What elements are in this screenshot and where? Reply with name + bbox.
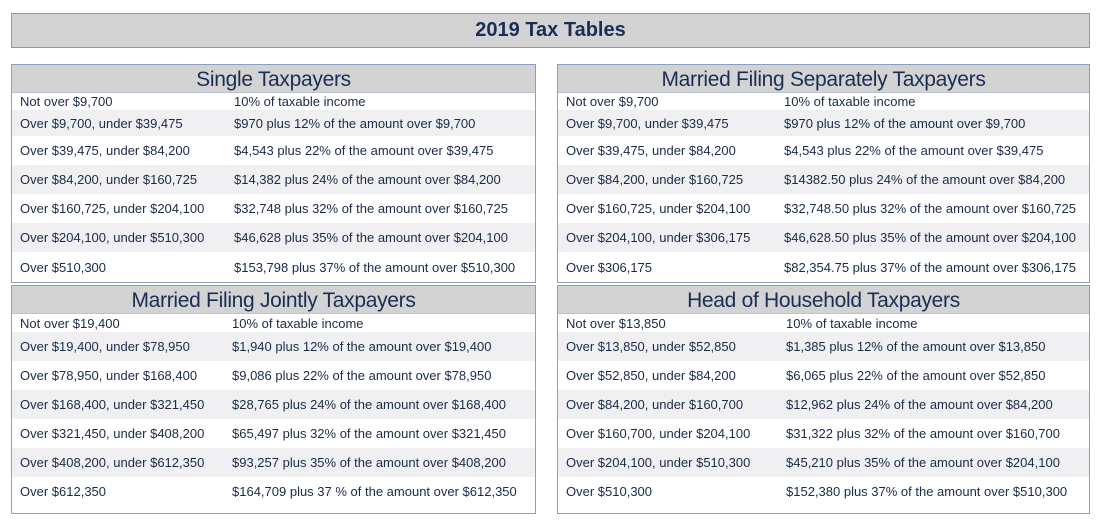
table-row: Over $39,475, under $84,200 $4,543 plus 2…	[12, 136, 535, 165]
income-bracket-cell: Not over $9,700	[20, 94, 113, 109]
tax-amount-cell: 10% of taxable income	[232, 315, 364, 331]
table-row: Over $306,175 $82,354.75 plus 37% of the …	[558, 252, 1089, 282]
table-heading: Single Taxpayers	[12, 65, 535, 93]
tax-amount-cell: $164,709 plus 37 % of the amount over $6…	[232, 484, 517, 499]
table-row: Over $160,725, under $204,100 $32,748.50 …	[558, 194, 1089, 223]
income-bracket-cell: Over $510,300	[566, 484, 653, 499]
table-row: Over $510,300 $152,380 plus 37% of the am…	[558, 477, 1089, 506]
tax-amount-cell: $32,748.50 plus 32% of the amount over $…	[784, 201, 1076, 216]
tax-amount-cell: $970 plus 12% of the amount over $9,700	[784, 115, 1026, 131]
tax-amount-cell: $14382.50 plus 24% of the amount over $8…	[784, 172, 1066, 187]
income-bracket-cell: Over $84,200, under $160,725	[566, 172, 744, 187]
income-bracket-cell: Over $204,100, under $306,175	[566, 230, 751, 245]
income-bracket-cell: Over $510,300	[20, 259, 107, 275]
table-row: Not over $9,700 10% of taxable income	[558, 93, 1089, 110]
tax-amount-cell: $1,940 plus 12% of the amount over $19,4…	[232, 339, 492, 354]
income-bracket-cell: Over $204,100, under $510,300	[566, 455, 751, 470]
table-row: Over $84,200, under $160,725 $14382.50 pl…	[558, 165, 1089, 194]
table-row: Over $510,300 $153,798 plus 37% of the am…	[12, 252, 535, 282]
table-row: Over $39,475, under $84,200 $4,543 plus 2…	[558, 136, 1089, 165]
income-bracket-cell: Over $19,400, under $78,950	[20, 339, 190, 354]
table-row: Over $612,350 $164,709 plus 37 % of the a…	[12, 477, 535, 506]
tax-amount-cell: $46,628.50 plus 35% of the amount over $…	[784, 230, 1076, 245]
tax-amount-cell: $4,543 plus 22% of the amount over $39,4…	[784, 143, 1044, 158]
income-bracket-cell: Over $39,475, under $84,200	[20, 143, 190, 158]
income-bracket-cell: Not over $9,700	[566, 94, 659, 109]
married-filing-jointly-table: Married Filing Jointly Taxpayers Not over…	[11, 285, 536, 514]
tax-amount-cell: 10% of taxable income	[786, 315, 918, 331]
table-heading: Married Filing Jointly Taxpayers	[12, 286, 535, 314]
income-bracket-cell: Over $13,850, under $52,850	[566, 339, 736, 354]
page-title: 2019 Tax Tables	[11, 13, 1090, 48]
table-row: Over $204,100, under $510,300 $46,628 plu…	[12, 223, 535, 252]
tax-amount-cell: $4,543 plus 22% of the amount over $39,4…	[234, 143, 494, 158]
tax-amount-cell: $14,382 plus 24% of the amount over $84,…	[234, 172, 501, 187]
table-row: Over $204,100, under $510,300 $45,210 plu…	[558, 448, 1089, 477]
income-bracket-cell: Over $9,700, under $39,475	[566, 115, 729, 131]
table-row: Over $321,450, under $408,200 $65,497 plu…	[12, 419, 535, 448]
income-bracket-cell: Over $160,700, under $204,100	[566, 426, 751, 441]
table-heading: Head of Household Taxpayers	[558, 286, 1089, 314]
married-filing-separately-table: Married Filing Separately Taxpayers Not o…	[557, 64, 1090, 283]
tax-amount-cell: 10% of taxable income	[234, 94, 366, 109]
income-bracket-cell: Not over $13,850	[566, 315, 666, 331]
income-bracket-cell: Over $612,350	[20, 484, 107, 499]
table-row: Not over $19,400 10% of taxable income	[12, 314, 535, 332]
income-bracket-cell: Over $306,175	[566, 259, 653, 275]
table-row: Over $13,850, under $52,850 $1,385 plus 1…	[558, 332, 1089, 361]
table-row: Over $408,200, under $612,350 $93,257 plu…	[12, 448, 535, 477]
tax-amount-cell: $46,628 plus 35% of the amount over $204…	[234, 230, 508, 245]
income-bracket-cell: Over $160,725, under $204,100	[566, 201, 751, 216]
tax-amount-cell: $1,385 plus 12% of the amount over $13,8…	[786, 339, 1046, 354]
income-bracket-cell: Over $408,200, under $612,350	[20, 455, 205, 470]
table-row: Over $9,700, under $39,475 $970 plus 12% …	[12, 110, 535, 136]
table-row: Over $84,200, under $160,700 $12,962 plus…	[558, 390, 1089, 419]
income-bracket-cell: Over $9,700, under $39,475	[20, 115, 183, 131]
income-bracket-cell: Over $78,950, under $168,400	[20, 368, 198, 383]
income-bracket-cell: Over $168,400, under $321,450	[20, 397, 205, 412]
tax-amount-cell: $12,962 plus 24% of the amount over $84,…	[786, 397, 1053, 412]
table-row: Over $19,400, under $78,950 $1,940 plus 1…	[12, 332, 535, 361]
table-row: Over $168,400, under $321,450 $28,765 plu…	[12, 390, 535, 419]
tax-amount-cell: $82,354.75 plus 37% of the amount over $…	[784, 259, 1076, 275]
head-of-household-table: Head of Household Taxpayers Not over $13,…	[557, 285, 1090, 514]
income-bracket-cell: Over $84,200, under $160,700	[566, 397, 744, 412]
tax-amount-cell: $31,322 plus 32% of the amount over $160…	[786, 426, 1060, 441]
income-bracket-cell: Not over $19,400	[20, 315, 120, 331]
tax-amount-cell: $153,798 plus 37% of the amount over $51…	[234, 259, 516, 275]
income-bracket-cell: Over $204,100, under $510,300	[20, 230, 205, 245]
tax-amount-cell: $152,380 plus 37% of the amount over $51…	[786, 484, 1068, 499]
tax-amount-cell: $65,497 plus 32% of the amount over $321…	[232, 426, 506, 441]
income-bracket-cell: Over $160,725, under $204,100	[20, 201, 205, 216]
income-bracket-cell: Over $52,850, under $84,200	[566, 368, 736, 383]
tax-amount-cell: $93,257 plus 35% of the amount over $408…	[232, 455, 506, 470]
table-heading: Married Filing Separately Taxpayers	[558, 65, 1089, 93]
table-row: Over $9,700, under $39,475 $970 plus 12% …	[558, 110, 1089, 136]
tax-amount-cell: $45,210 plus 35% of the amount over $204…	[786, 455, 1060, 470]
tax-amount-cell: $28,765 plus 24% of the amount over $168…	[232, 397, 506, 412]
tax-amount-cell: $970 plus 12% of the amount over $9,700	[234, 115, 476, 131]
income-bracket-cell: Over $84,200, under $160,725	[20, 172, 198, 187]
income-bracket-cell: Over $321,450, under $408,200	[20, 426, 205, 441]
table-row: Over $160,725, under $204,100 $32,748 plu…	[12, 194, 535, 223]
income-bracket-cell: Over $39,475, under $84,200	[566, 143, 736, 158]
tax-amount-cell: $6,065 plus 22% of the amount over $52,8…	[786, 368, 1046, 383]
single-taxpayers-table: Single Taxpayers Not over $9,700 10% of ta…	[11, 64, 536, 283]
table-row: Over $204,100, under $306,175 $46,628.50 …	[558, 223, 1089, 252]
tax-amount-cell: 10% of taxable income	[784, 94, 916, 109]
table-row: Over $84,200, under $160,725 $14,382 plus…	[12, 165, 535, 194]
table-row: Over $78,950, under $168,400 $9,086 plus …	[12, 361, 535, 390]
table-row: Over $52,850, under $84,200 $6,065 plus 2…	[558, 361, 1089, 390]
tax-amount-cell: $9,086 plus 22% of the amount over $78,9…	[232, 368, 492, 383]
tax-amount-cell: $32,748 plus 32% of the amount over $160…	[234, 201, 508, 216]
table-row: Not over $13,850 10% of taxable income	[558, 314, 1089, 332]
table-row: Not over $9,700 10% of taxable income	[12, 93, 535, 110]
table-row: Over $160,700, under $204,100 $31,322 plu…	[558, 419, 1089, 448]
